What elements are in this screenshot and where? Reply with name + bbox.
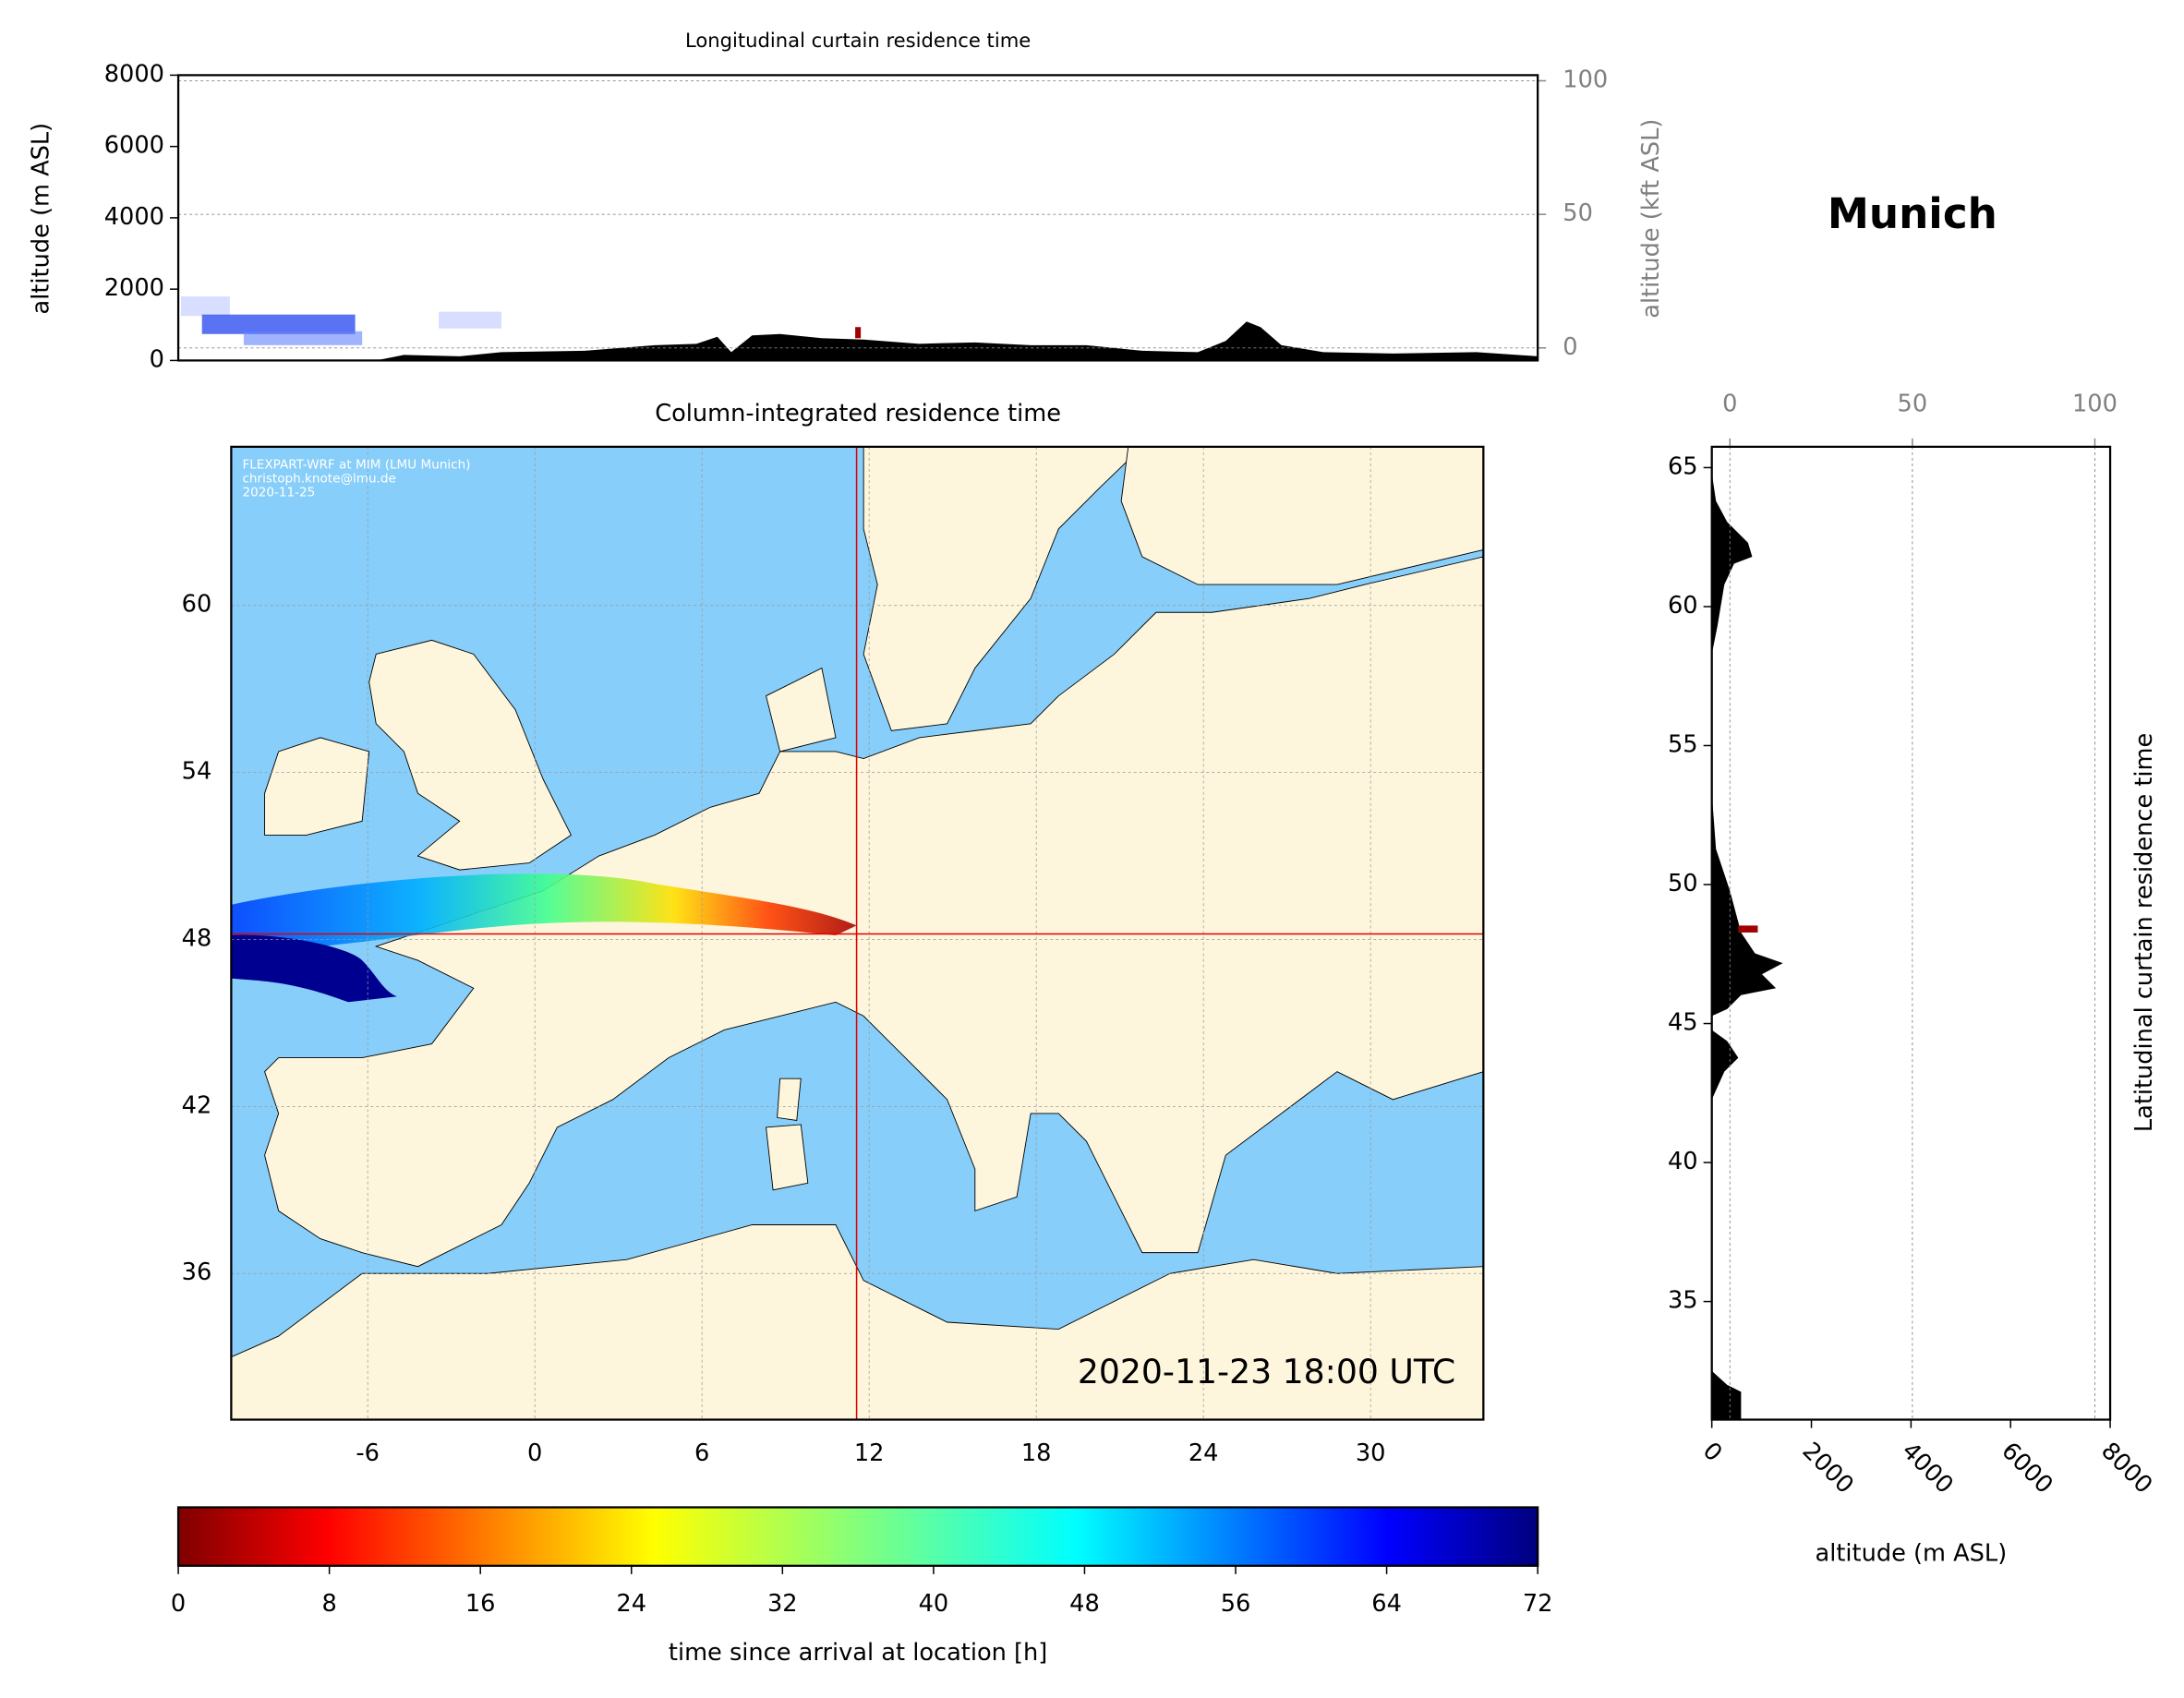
credit: christoph.knote@lmu.de [242, 472, 395, 487]
credit: 2020-11-25 [242, 486, 315, 500]
colorbar-tick-label: 24 [616, 1590, 646, 1618]
y-tick-label: 50 [1668, 870, 1698, 897]
x2-tick-label: 100 [2072, 391, 2118, 418]
axes-frame [230, 445, 1485, 1421]
y-tick-label: 6000 [104, 132, 164, 160]
x-tick-label: 0 [527, 1439, 542, 1467]
top-curtain [181, 296, 1538, 361]
x-tick-label: 6 [694, 1439, 709, 1467]
y-tick-label: 36 [182, 1258, 212, 1286]
y-tick-label: 42 [182, 1091, 212, 1119]
colorbar-tick-label: 0 [171, 1590, 186, 1618]
y-tick-label: 55 [1668, 730, 1698, 758]
x-tick-label: 8000 [2095, 1437, 2157, 1499]
y-tick-label: 8000 [104, 60, 164, 88]
side-curtain [1711, 473, 1783, 1420]
colorbar-label: time since arrival at location [h] [669, 1639, 1047, 1667]
x2-tick-label: 50 [1898, 391, 1928, 418]
credit: FLEXPART-WRF at MIM (LMU Munich) [242, 457, 470, 472]
y2-tick-label: 50 [1563, 199, 1593, 227]
x-tick-label: 18 [1021, 1439, 1052, 1467]
chart-title: Latitudinal curtain residence time [2130, 733, 2158, 1132]
y-tick-label: 60 [182, 591, 212, 619]
x-tick-label: -6 [356, 1439, 380, 1467]
colorbar-tick-label: 32 [767, 1590, 798, 1618]
y2-axis-label: altitude (kft ASL) [1637, 119, 1665, 319]
x-tick-label: 4000 [1896, 1437, 1958, 1499]
x-axis-label: altitude (m ASL) [1816, 1540, 2008, 1568]
y-tick-label: 0 [150, 345, 164, 373]
colorbar-tick-label: 16 [465, 1590, 496, 1618]
chart-title: Longitudinal curtain residence time [685, 29, 1031, 52]
x-tick-label: 30 [1356, 1439, 1386, 1467]
y-tick-label: 35 [1668, 1287, 1698, 1315]
axes-frame [176, 74, 1539, 362]
x-tick-label: 12 [854, 1439, 885, 1467]
colorbar-tick-label: 72 [1523, 1590, 1553, 1618]
y2-tick-label: 0 [1563, 333, 1577, 361]
x-tick-label: 2000 [1797, 1437, 1859, 1499]
y-tick-label: 65 [1668, 452, 1698, 480]
timestamp: 2020-11-23 18:00 UTC [1078, 1352, 1455, 1391]
y-tick-label: 48 [182, 924, 212, 952]
colorbar-tick-label: 8 [321, 1590, 336, 1618]
location-title: Munich [1828, 189, 1997, 238]
x-tick-label: 6000 [1996, 1437, 2057, 1499]
colorbar-tick-label: 56 [1221, 1590, 1251, 1618]
x-tick-label: 24 [1189, 1439, 1219, 1467]
colorbar-tick-label: 48 [1069, 1590, 1100, 1618]
y-tick-label: 2000 [104, 274, 164, 302]
x-tick-label: 0 [1697, 1437, 1728, 1467]
y-tick-label: 54 [182, 758, 212, 786]
y-tick-label: 45 [1668, 1009, 1698, 1037]
colorbar-tick-label: 40 [919, 1590, 949, 1618]
chart-title: Column-integrated residence time [655, 400, 1061, 428]
y-tick-label: 40 [1668, 1148, 1698, 1175]
colorbar-tick-label: 64 [1371, 1590, 1402, 1618]
y2-tick-label: 100 [1563, 66, 1608, 93]
axes-frame [1710, 445, 2112, 1421]
x2-tick-label: 0 [1722, 391, 1737, 418]
y-axis-label: altitude (m ASL) [27, 123, 54, 315]
y-tick-label: 4000 [104, 203, 164, 231]
colorbar [176, 1506, 1539, 1567]
y-tick-label: 60 [1668, 592, 1698, 620]
